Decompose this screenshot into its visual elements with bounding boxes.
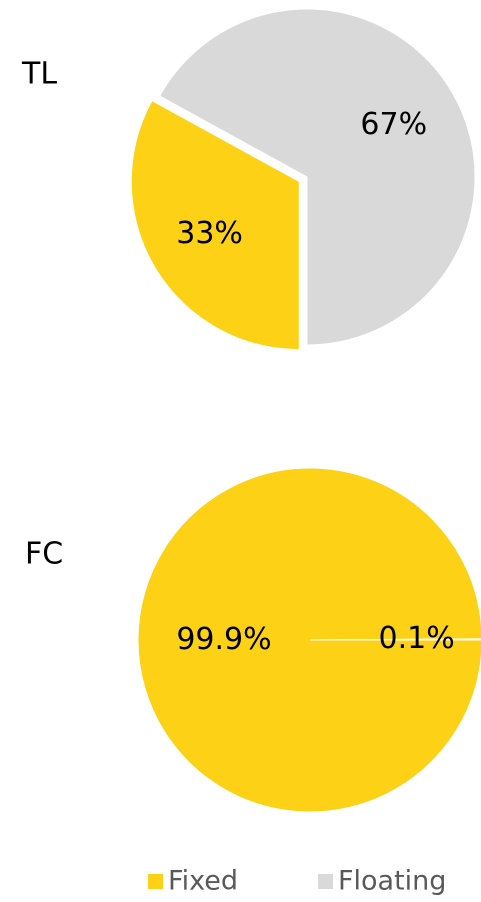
data-label: 33% xyxy=(176,216,243,251)
legend-swatch xyxy=(148,874,163,889)
data-label: 99.9% xyxy=(176,622,271,657)
pie-slice xyxy=(137,467,481,813)
data-label: 0.1% xyxy=(379,621,455,656)
legend-label: Fixed xyxy=(168,866,238,897)
pie-slice xyxy=(159,8,476,346)
chart-title: TL xyxy=(21,57,57,92)
data-label: 67% xyxy=(360,107,427,142)
legend-swatch xyxy=(318,874,333,889)
legend-label: Floating xyxy=(338,866,446,897)
pie-slice xyxy=(130,99,300,351)
chart-title: FC xyxy=(25,537,63,572)
pie-slice xyxy=(309,638,481,641)
